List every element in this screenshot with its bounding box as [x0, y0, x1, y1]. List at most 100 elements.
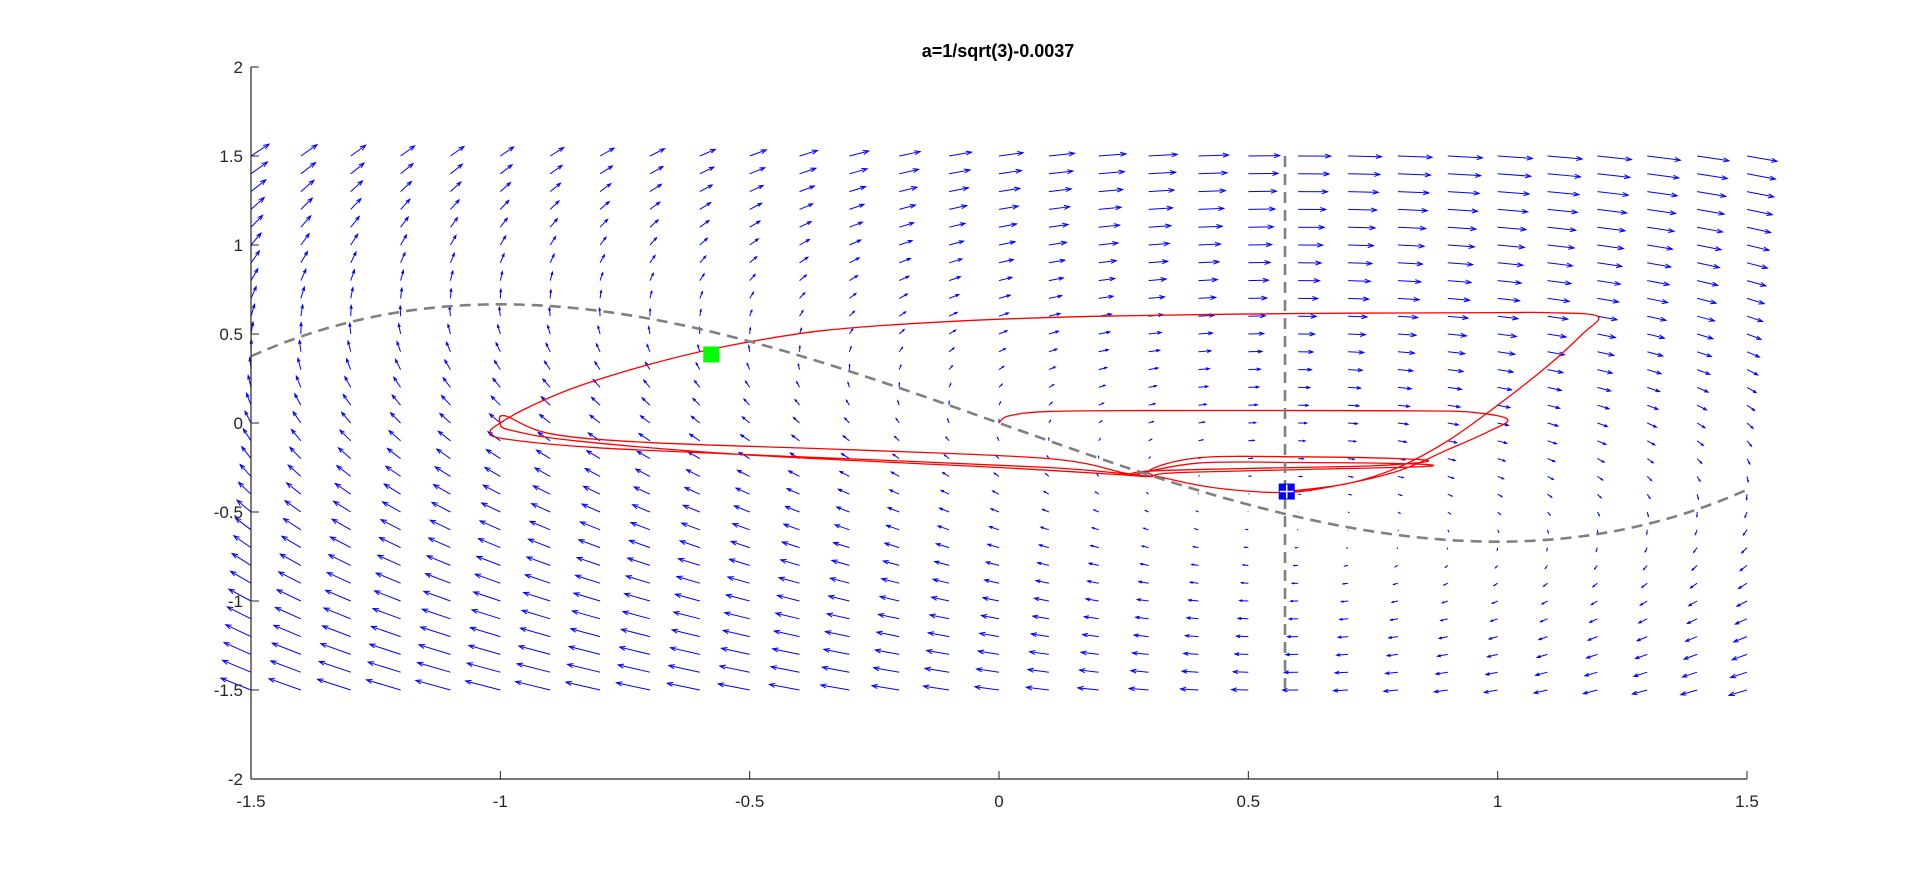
arrow-shaft — [1746, 369, 1759, 376]
arrow-head — [1406, 386, 1413, 391]
arrow-shaft — [434, 466, 451, 477]
arrow-head — [303, 250, 309, 256]
arrow-shaft — [641, 397, 651, 406]
vector-arrow — [948, 347, 956, 353]
arrow-head — [1622, 192, 1630, 198]
vector-arrow — [582, 485, 601, 495]
arrow-shaft — [1447, 191, 1480, 194]
arrow-shaft — [569, 646, 601, 655]
arrow-head — [1272, 170, 1280, 176]
arrow-head — [1270, 188, 1278, 194]
arrow-head — [1139, 562, 1144, 566]
vector-arrow — [1048, 419, 1052, 424]
arrow-head — [366, 661, 375, 667]
vector-arrow — [293, 392, 302, 406]
arrow-shaft — [382, 501, 401, 513]
arrow-head — [1532, 690, 1539, 695]
vector-arrow — [1026, 667, 1049, 673]
arrow-shaft — [547, 325, 551, 335]
arrow-head — [1513, 297, 1522, 303]
vector-arrow — [327, 554, 351, 566]
vector-arrow — [1238, 599, 1249, 603]
vector-arrow — [1486, 653, 1498, 658]
vector-arrow — [1497, 404, 1512, 409]
arrow-shaft — [350, 144, 366, 157]
arrow-head — [1051, 383, 1055, 387]
arrow-head — [1382, 688, 1389, 693]
arrow-head — [422, 590, 430, 596]
vector-arrow — [949, 240, 965, 246]
arrow-shaft — [581, 503, 601, 513]
arrow-shaft — [1079, 669, 1099, 673]
arrow-head — [776, 594, 784, 600]
vector-arrow — [300, 250, 309, 264]
arrow-head — [951, 347, 956, 350]
vector-arrow — [400, 162, 415, 175]
vector-arrow — [564, 680, 601, 691]
arrow-head — [1201, 439, 1205, 442]
arrow-head — [1591, 584, 1595, 588]
vector-arrow — [1148, 330, 1163, 335]
arrow-head — [943, 453, 947, 457]
arrow-head — [1556, 387, 1563, 392]
vector-arrow — [1298, 475, 1304, 478]
vector-arrow — [1442, 582, 1449, 586]
arrow-shaft — [849, 186, 866, 193]
vector-arrow — [1682, 653, 1698, 660]
arrow-head — [1353, 439, 1358, 443]
cubic-nullcline — [250, 303, 1748, 543]
vector-arrow — [1048, 366, 1057, 371]
vector-arrow — [400, 198, 411, 210]
vector-arrow — [1692, 547, 1698, 554]
vector-arrow — [1746, 280, 1768, 287]
vector-arrow — [425, 555, 451, 566]
arrow-shaft — [1446, 547, 1449, 550]
arrow-head — [705, 219, 711, 224]
arrow-head — [504, 199, 510, 205]
vector-arrow — [1647, 155, 1682, 162]
arrow-shaft — [622, 611, 651, 620]
vector-arrow — [680, 522, 700, 531]
arrow-shaft — [1597, 226, 1626, 232]
arrow-head — [903, 310, 907, 315]
vector-arrow — [828, 577, 850, 584]
arrow-shaft — [495, 342, 501, 353]
arrow-shaft — [586, 450, 601, 460]
arrow-head — [1354, 421, 1359, 426]
vector-arrow — [1547, 458, 1557, 463]
arrow-head — [350, 286, 354, 292]
vector-arrow — [269, 660, 302, 673]
arrow-head — [1005, 312, 1010, 316]
arrow-head — [751, 291, 755, 295]
vector-arrow — [936, 525, 950, 531]
arrow-head — [1321, 189, 1329, 195]
vector-arrow — [627, 539, 651, 549]
vector-arrow — [230, 552, 252, 566]
vector-arrow — [1696, 440, 1705, 447]
vector-arrow — [1090, 527, 1099, 531]
arrow-head — [1637, 620, 1642, 624]
vector-arrow — [1583, 671, 1598, 677]
arrow-shaft — [1029, 651, 1049, 655]
arrow-shaft — [687, 451, 701, 460]
arrow-head — [847, 381, 850, 385]
arrow-head — [841, 434, 846, 439]
vector-arrow — [1547, 208, 1579, 215]
arrow-shaft — [1647, 208, 1676, 215]
arrow-shaft — [1039, 544, 1050, 549]
arrow-head — [351, 268, 356, 274]
arrow-head — [501, 252, 505, 258]
arrow-head — [1679, 691, 1687, 696]
arrow-shaft — [1647, 155, 1681, 161]
arrow-shaft — [539, 414, 551, 424]
arrow-shaft — [1697, 173, 1728, 180]
arrow-shaft — [667, 682, 700, 691]
arrow-shaft — [250, 143, 270, 157]
arrow-head — [975, 667, 983, 673]
vector-arrow — [350, 162, 366, 175]
vector-arrow — [1298, 349, 1315, 355]
arrow-head — [280, 535, 288, 542]
arrow-shaft — [278, 571, 302, 584]
arrow-shaft — [629, 539, 651, 549]
arrow-shaft — [1647, 315, 1667, 321]
